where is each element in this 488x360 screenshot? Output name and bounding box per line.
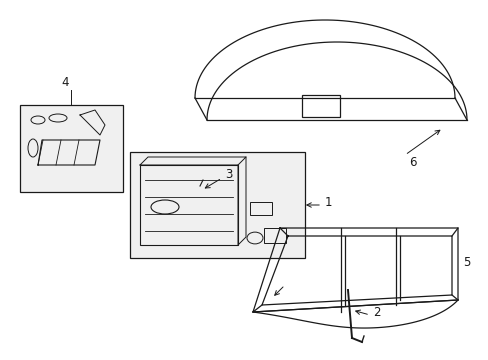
Text: 1: 1: [325, 195, 332, 208]
Text: 5: 5: [462, 256, 469, 269]
Text: 2: 2: [372, 306, 380, 319]
Bar: [130, 152, 305, 258]
Bar: [264, 228, 285, 243]
Text: 4: 4: [61, 76, 69, 89]
Bar: [249, 202, 271, 215]
Circle shape: [185, 190, 214, 210]
Bar: [302, 95, 339, 117]
Bar: [20, 105, 123, 192]
Text: 6: 6: [408, 156, 416, 168]
Text: 3: 3: [224, 167, 232, 180]
Bar: [140, 165, 238, 245]
